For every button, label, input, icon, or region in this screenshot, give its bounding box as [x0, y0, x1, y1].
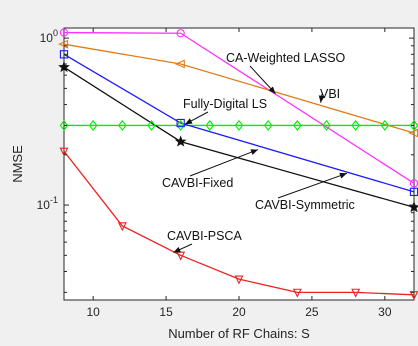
data-point-cavbi-fixed — [59, 50, 69, 59]
data-point-fully-digital-ls — [322, 119, 331, 131]
y-tick-label: 100 — [40, 28, 58, 45]
y-axis-label: NMSE — [10, 145, 25, 183]
annotation-arrow-cavbi-fixed — [189, 149, 259, 177]
data-point-fully-digital-ls — [380, 119, 390, 131]
data-point-fully-digital-ls — [59, 119, 69, 131]
annotation-arrow-fully-digital-ls — [184, 111, 209, 125]
data-point-fully-digital-ls — [205, 119, 215, 131]
annotation-ca-weighted-lasso: CA-Weighted LASSO — [226, 51, 346, 65]
data-point-cavbi-psca — [292, 288, 302, 298]
data-point-vbi — [58, 39, 69, 49]
data-point-cavbi-symmetric — [58, 61, 70, 73]
annotation-fully-digital-ls: Fully-Digital LS — [183, 97, 267, 111]
x-tick-label: 25 — [305, 305, 319, 319]
x-tick-label: 10 — [86, 305, 100, 319]
data-point-fully-digital-ls — [409, 119, 418, 131]
series-line-vbi — [63, 43, 415, 134]
annotation-cavbi-symmetric: CAVBI-Symmetric — [255, 198, 355, 212]
annotation-cavbi-psca: CAVBI-PSCA — [167, 229, 242, 243]
data-point-cavbi-psca — [234, 275, 244, 285]
annotation-arrow-cavbi-psca — [173, 243, 193, 253]
annotation-arrow-vbi — [318, 93, 325, 103]
data-point-fully-digital-ls — [234, 119, 244, 131]
data-point-fully-digital-ls — [88, 119, 98, 131]
plot-area — [63, 27, 415, 301]
annotation-cavbi-fixed: CAVBI-Fixed — [162, 176, 233, 190]
data-point-ca-weighted-lasso — [59, 28, 69, 37]
data-point-cavbi-psca — [409, 291, 418, 301]
data-point-fully-digital-ls — [263, 119, 273, 131]
data-point-vbi — [174, 59, 185, 69]
annotation-arrow-cavbi-symmetric — [277, 172, 348, 199]
x-tick-label: 30 — [378, 305, 392, 319]
x-tick-label: 15 — [159, 305, 173, 319]
data-point-cavbi-psca — [59, 147, 69, 157]
data-point-cavbi-fixed — [176, 118, 185, 128]
x-tick-label: 20 — [232, 305, 246, 319]
x-axis-label: Number of RF Chains: S — [168, 326, 310, 341]
series-line-cavbi-fixed — [63, 53, 415, 193]
data-point-cavbi-symmetric — [174, 135, 187, 147]
data-point-fully-digital-ls — [147, 119, 156, 131]
data-point-fully-digital-ls — [176, 119, 185, 131]
data-point-fully-digital-ls — [351, 119, 360, 131]
series-line-ca-weighted-lasso — [63, 31, 415, 184]
series-line-cavbi-psca — [63, 150, 415, 296]
data-point-cavbi-psca — [117, 222, 127, 232]
data-point-fully-digital-ls — [293, 119, 302, 131]
data-point-ca-weighted-lasso — [176, 29, 185, 38]
annotation-arrow-ca-weighted-lasso — [249, 65, 276, 94]
annotation-vbi: VBI — [320, 87, 340, 101]
y-tick-label: 10-1 — [37, 195, 58, 212]
data-point-fully-digital-ls — [118, 119, 127, 131]
data-point-cavbi-psca — [351, 288, 361, 298]
data-point-cavbi-symmetric — [408, 201, 418, 213]
